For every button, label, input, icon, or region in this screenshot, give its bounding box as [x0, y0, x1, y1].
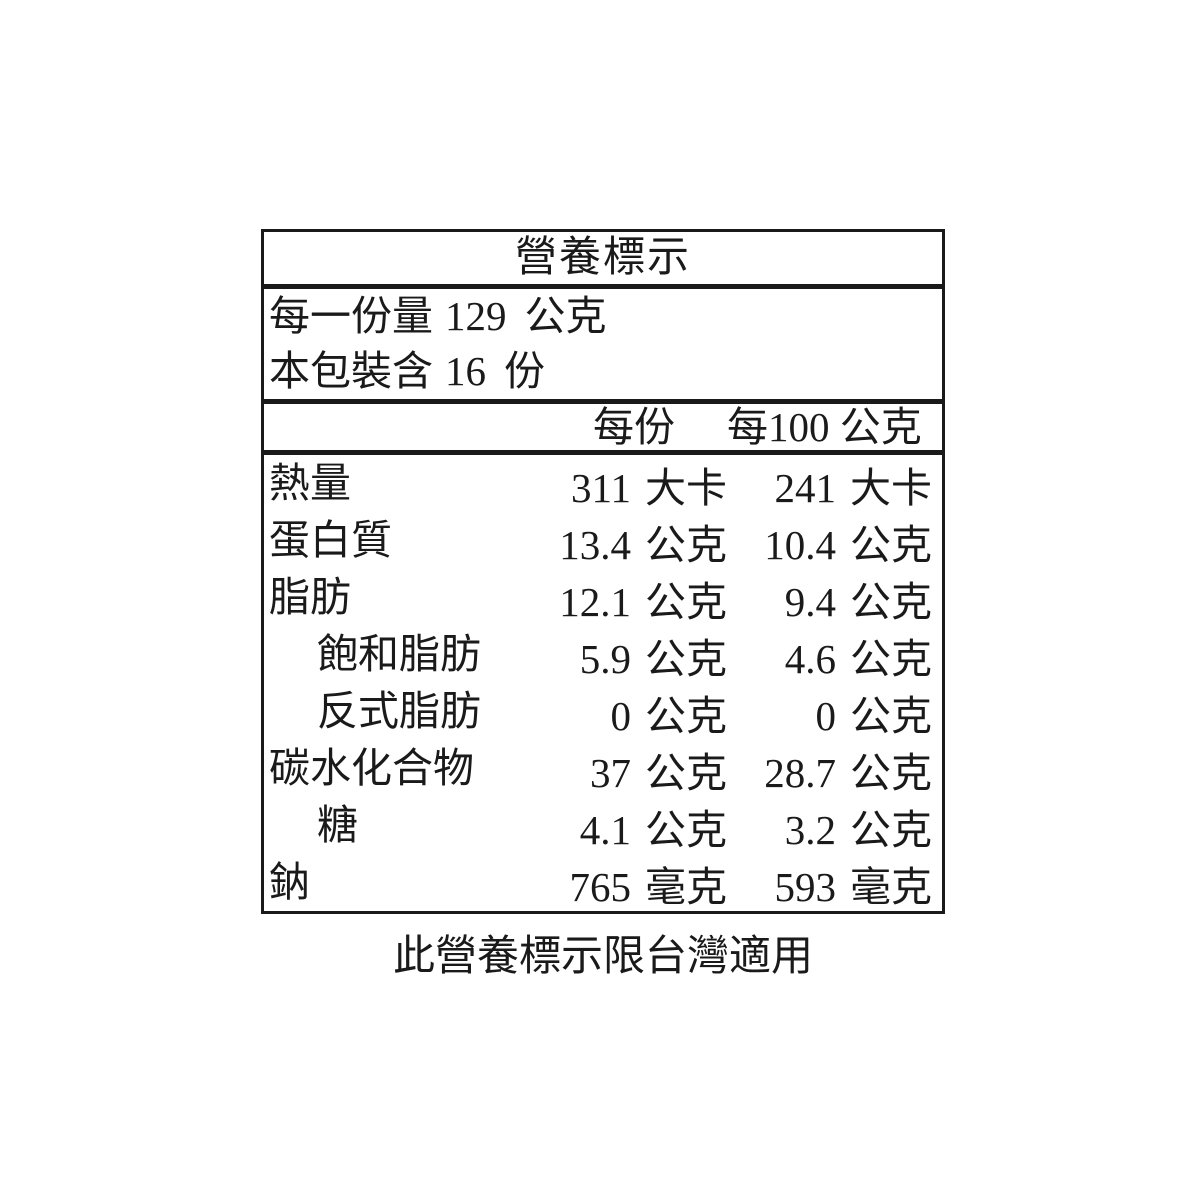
per-serving-value: 37 公克 — [590, 749, 727, 796]
column-header-row: 每份 每100 公克 — [264, 404, 942, 450]
per-100g-value: 593 毫克 — [774, 863, 933, 910]
nutrient-name: 蛋白質 — [269, 517, 392, 563]
serving-size-label: 每一份量 — [269, 293, 433, 339]
per-100g-value: 28.7 公克 — [764, 749, 932, 796]
column-header-spacer — [264, 404, 527, 450]
per-serving-value: 5.9 公克 — [579, 635, 727, 682]
nutrient-name: 熱量 — [269, 460, 351, 506]
divider-header — [264, 450, 942, 455]
per-100g-value: 4.6 公克 — [784, 635, 932, 682]
nutrient-row-calories: 熱量 311 大卡 241 大卡 — [264, 455, 942, 512]
per-100g-value: 9.4 公克 — [784, 578, 932, 625]
nutrient-table: 熱量 311 大卡 241 大卡 蛋白質 13.4 公克 10.4 公克 脂肪 12.1… — [264, 455, 942, 911]
serving-size-unit: 公克 — [524, 293, 607, 339]
serving-info-section: 每一份量 129 公克 本包裝含 16 份 — [264, 289, 942, 399]
nutrient-row-trans-fat: 反式脂肪 0 公克 0 公克 — [264, 683, 942, 740]
nutrient-row-sugar: 糖 4.1 公克 3.2 公克 — [264, 797, 942, 854]
nutrition-label: 營養標示 每一份量 129 公克 本包裝含 16 份 每份 每100 公克 熱量 311… — [261, 229, 945, 914]
servings-per-package-label: 本包裝含 — [269, 348, 433, 394]
nutrient-name: 脂肪 — [269, 574, 351, 620]
per-serving-value: 4.1 公克 — [579, 806, 727, 853]
column-header-per-serving: 每份 — [593, 404, 675, 450]
serving-size-line: 每一份量 129 公克 — [264, 289, 942, 344]
nutrient-row-saturated-fat: 飽和脂肪 5.9 公克 4.6 公克 — [264, 626, 942, 683]
nutrient-name: 飽和脂肪 — [317, 631, 481, 677]
servings-per-package-value: 16 — [445, 348, 486, 394]
per-100g-value: 3.2 公克 — [784, 806, 932, 853]
per-100g-value: 241 大卡 — [774, 464, 933, 511]
per-100g-value: 0 公克 — [815, 692, 933, 739]
label-title: 營養標示 — [514, 235, 691, 281]
divider-title — [264, 284, 942, 289]
per-serving-value: 311 大卡 — [571, 464, 727, 511]
nutrient-row-fat: 脂肪 12.1 公克 9.4 公克 — [264, 569, 942, 626]
nutrient-row-protein: 蛋白質 13.4 公克 10.4 公克 — [264, 512, 942, 569]
nutrient-name: 碳水化合物 — [269, 745, 474, 791]
divider-serving — [264, 399, 942, 404]
nutrient-name: 糖 — [317, 802, 358, 848]
footnote: 此營養標示限台灣適用 — [392, 934, 813, 980]
servings-per-package-unit: 份 — [504, 348, 545, 394]
per-serving-value: 12.1 公克 — [559, 578, 727, 625]
column-header-per-100g: 每100 公克 — [727, 404, 922, 450]
nutrient-row-carbohydrate: 碳水化合物 37 公克 28.7 公克 — [264, 740, 942, 797]
servings-per-package-line: 本包裝含 16 份 — [264, 344, 942, 399]
per-serving-value: 0 公克 — [610, 692, 728, 739]
nutrient-row-sodium: 鈉 765 毫克 593 毫克 — [264, 854, 942, 911]
nutrient-name: 反式脂肪 — [317, 688, 481, 734]
serving-size-value: 129 — [445, 293, 507, 339]
per-100g-value: 10.4 公克 — [764, 521, 932, 568]
per-serving-value: 765 毫克 — [569, 863, 728, 910]
per-serving-value: 13.4 公克 — [559, 521, 727, 568]
nutrient-name: 鈉 — [269, 859, 310, 905]
